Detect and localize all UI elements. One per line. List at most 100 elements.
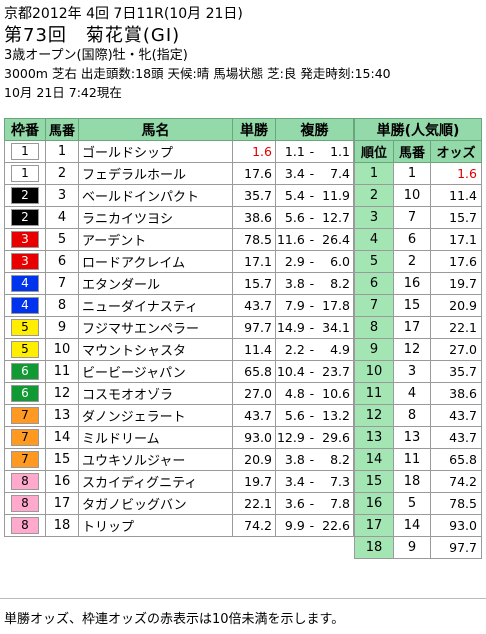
waku-badge: 3 [11,231,39,248]
win-odds: 43.7 [232,404,276,427]
umaban-cell: 16 [45,470,79,493]
waku-badge: 7 [11,429,39,446]
rank-umaban: 2 [393,250,431,273]
horse-row: 6 12 コスモオオゾラ 27.0 4.8-10.6 [4,382,355,405]
waku-cell: 5 [4,316,46,339]
rank-cell: 12 [354,404,394,427]
waku-badge: 2 [11,187,39,204]
umaban-cell: 12 [45,382,79,405]
place-odds-low: 11.6 [274,228,307,251]
horse-row: 4 7 エタンダール 15.7 3.8-8.2 [4,272,355,295]
waku-badge: 6 [11,385,39,402]
col-place: 複勝 [275,118,354,141]
win-odds: 15.7 [232,272,276,295]
waku-badge: 8 [11,473,39,490]
horse-name: マウントシャスタ [78,338,233,361]
rank-odds: 27.0 [430,338,482,361]
col-pop-odds: オッズ [430,140,482,163]
ranking-row: 5 2 17.6 [354,250,482,273]
waku-badge: 5 [11,319,39,336]
place-odds-dash: - [306,338,318,361]
place-odds-dash: - [306,206,318,229]
horse-name: アーデント [78,228,233,251]
rank-umaban: 1 [393,162,431,185]
rank-umaban: 7 [393,206,431,229]
ranking-row: 2 10 11.4 [354,184,482,207]
horse-name: タガノビッグバン [78,492,233,515]
place-odds-high: 12.7 [317,206,355,229]
ranking-row: 8 17 22.1 [354,316,482,339]
horse-row: 4 8 ニューダイナスティ 43.7 7.9-17.8 [4,294,355,317]
place-odds-low: 3.4 [274,162,307,185]
rank-odds: 15.7 [430,206,482,229]
horse-name: フェデラルホール [78,162,233,185]
race-title: 第73回 菊花賞(GI) [4,25,181,46]
rank-umaban: 6 [393,228,431,251]
race-class: 3歳オープン(国際)牡・牝(指定) [4,48,188,63]
place-odds-dash: - [306,316,318,339]
rank-umaban: 17 [393,316,431,339]
umaban-cell: 10 [45,338,79,361]
horse-name: フジマサエンペラー [78,316,233,339]
rank-cell: 13 [354,426,394,449]
place-odds-dash: - [306,492,318,515]
waku-cell: 4 [4,272,46,295]
place-odds-low: 3.4 [274,470,307,493]
rank-umaban: 15 [393,294,431,317]
place-odds-high: 10.6 [317,382,355,405]
place-odds-dash: - [306,426,318,449]
horse-name: トリップ [78,514,233,537]
waku-badge: 3 [11,253,39,270]
rank-cell: 1 [354,162,394,185]
umaban-cell: 13 [45,404,79,427]
horse-row: 3 5 アーデント 78.5 11.6-26.4 [4,228,355,251]
waku-cell: 3 [4,250,46,273]
col-name: 馬名 [78,118,233,141]
place-odds-dash: - [306,470,318,493]
waku-cell: 6 [4,360,46,383]
horse-name: エタンダール [78,272,233,295]
rank-umaban: 8 [393,404,431,427]
race-date-line: 京都2012年 4回 7日11R(10月 21日) [4,6,243,22]
place-odds-low: 3.8 [274,448,307,471]
win-odds: 22.1 [232,492,276,515]
ranking-row: 11 4 38.6 [354,382,482,405]
horse-row: 7 13 ダノンジェラート 43.7 5.6-13.2 [4,404,355,427]
place-odds-low: 5.4 [274,184,307,207]
place-odds-dash: - [306,514,318,537]
ranking-row: 12 8 43.7 [354,404,482,427]
place-odds-high: 11.9 [317,184,355,207]
horse-name: ユウキソルジャー [78,448,233,471]
waku-badge: 8 [11,495,39,512]
place-odds-low: 5.6 [274,404,307,427]
odds-timestamp: 10月 21日 7:42現在 [4,85,122,100]
col-rank: 順位 [354,140,394,163]
waku-cell: 5 [4,338,46,361]
waku-cell: 6 [4,382,46,405]
rank-odds: 17.1 [430,228,482,251]
rank-cell: 2 [354,184,394,207]
horse-row: 7 14 ミルドリーム 93.0 12.9-29.6 [4,426,355,449]
waku-cell: 8 [4,470,46,493]
place-odds-dash: - [306,404,318,427]
waku-cell: 4 [4,294,46,317]
horse-name: コスモオオゾラ [78,382,233,405]
horse-row: 2 3 ベールドインパクト 35.7 5.4-11.9 [4,184,355,207]
ranking-row: 14 11 65.8 [354,448,482,471]
place-odds-high: 8.2 [317,272,355,295]
horse-row: 6 11 ビービージャパン 65.8 10.4-23.7 [4,360,355,383]
place-odds-high: 6.0 [317,250,355,273]
place-odds-low: 14.9 [274,316,307,339]
place-odds-dash: - [306,184,318,207]
waku-cell: 2 [4,184,46,207]
rank-umaban: 16 [393,272,431,295]
rank-odds: 74.2 [430,470,482,493]
place-odds-dash: - [306,448,318,471]
horse-name: ベールドインパクト [78,184,233,207]
place-odds-low: 3.6 [274,492,307,515]
horse-name: スカイディグニティ [78,470,233,493]
rank-cell: 5 [354,250,394,273]
rank-cell: 7 [354,294,394,317]
umaban-cell: 8 [45,294,79,317]
rank-umaban: 3 [393,360,431,383]
